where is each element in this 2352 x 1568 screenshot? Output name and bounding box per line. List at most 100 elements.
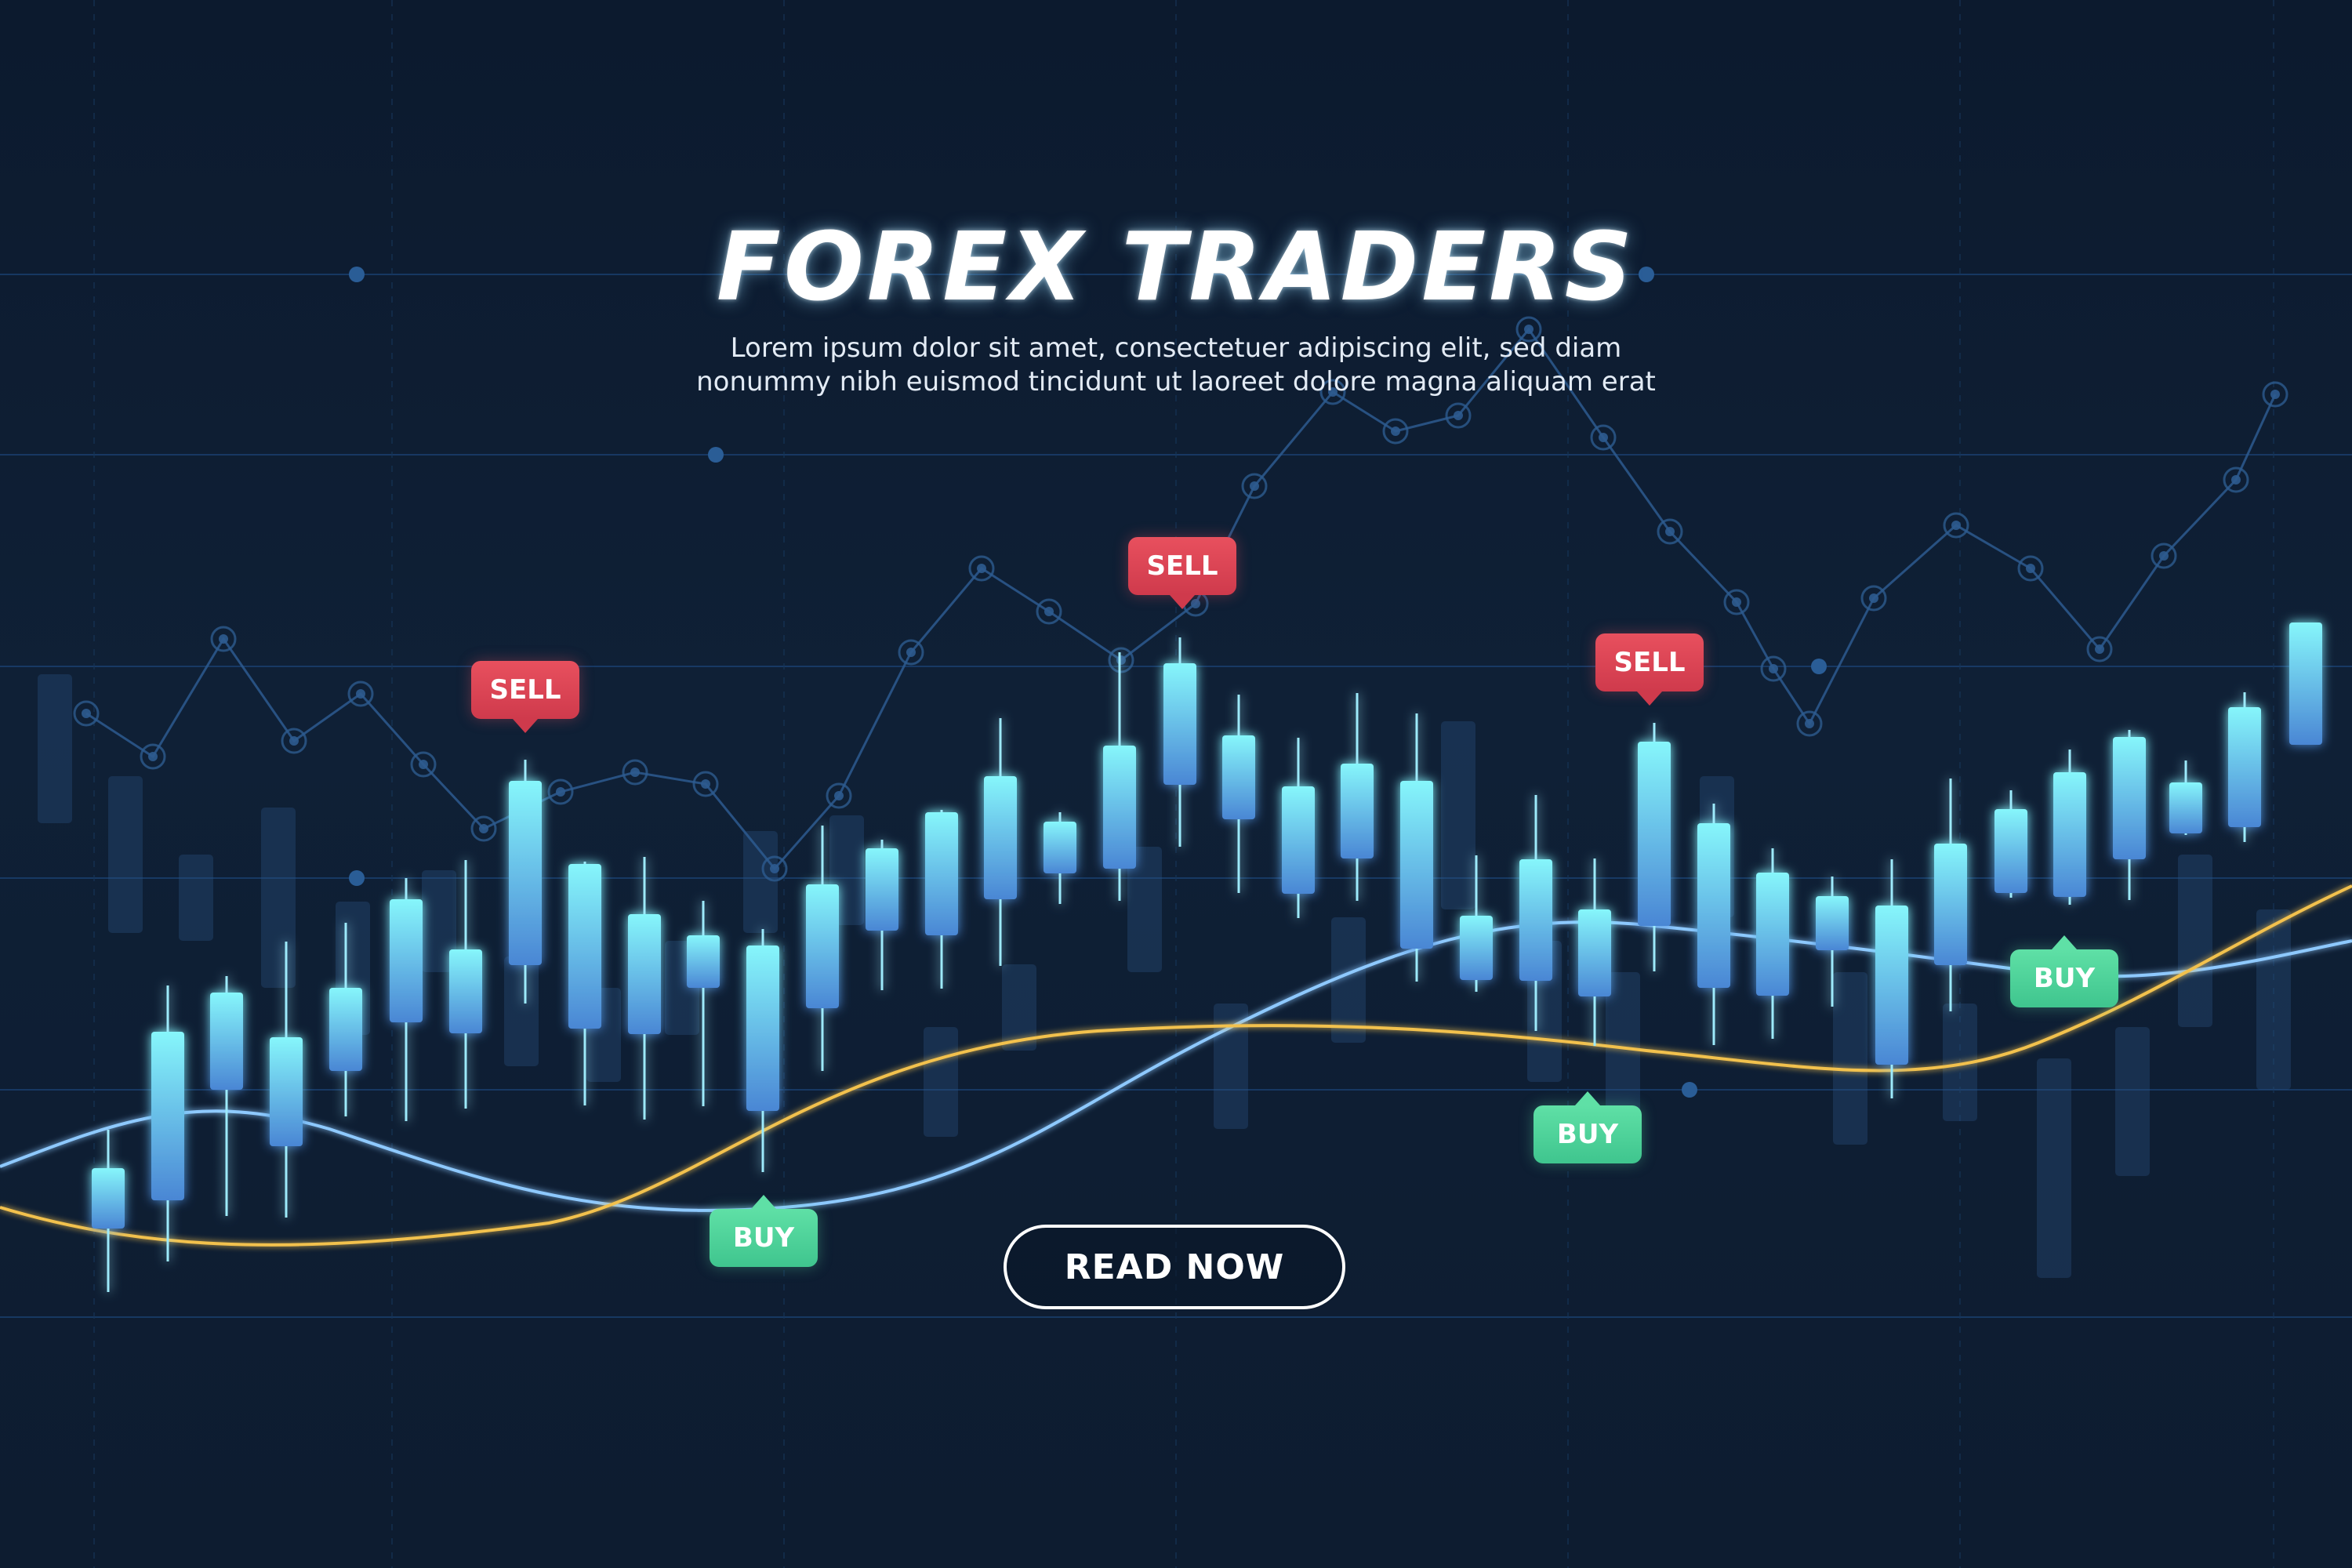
- line-marker-ring: [1515, 316, 1542, 343]
- buy-signal-1: BUY: [710, 1195, 818, 1267]
- candle-body: [449, 949, 482, 1033]
- ghost-candle: [1943, 1004, 1977, 1121]
- gold-trend-curve: [0, 884, 2352, 1247]
- line-marker-dot: [1454, 411, 1463, 420]
- line-marker-ring: [761, 855, 788, 882]
- ghost-candle: [2037, 1058, 2071, 1278]
- candle-body: [1103, 746, 1136, 869]
- buy-signal-3: BUY: [2010, 935, 2118, 1007]
- line-marker-ring: [2262, 381, 2288, 408]
- subtitle-line-2: nonummy nibh euismod tincidunt ut laoree…: [696, 366, 1656, 397]
- line-marker-ring: [2017, 555, 2044, 582]
- line-marker-dot: [1805, 719, 1814, 728]
- line-marker-ring: [1657, 518, 1683, 545]
- line-marker-dot: [630, 768, 640, 777]
- candle-body: [1994, 809, 2027, 893]
- line-marker-dot: [1328, 387, 1338, 397]
- line-marker-ring: [1382, 418, 1409, 445]
- line-marker-dot: [1665, 527, 1675, 536]
- line-marker-dot: [356, 689, 365, 699]
- candle-body: [568, 864, 601, 1029]
- line-marker-dot: [770, 864, 779, 873]
- ghost-candle: [1127, 847, 1162, 972]
- candle-body: [1697, 823, 1730, 988]
- candle-body: [687, 935, 720, 988]
- line-marker-dot: [834, 791, 844, 800]
- grid-node-dot: [349, 267, 365, 282]
- ghost-candle: [504, 956, 539, 1066]
- line-marker-dot: [82, 709, 91, 718]
- candle-body: [2289, 622, 2322, 745]
- line-marker-dot: [1250, 481, 1259, 491]
- line-marker-dot: [1524, 325, 1534, 334]
- line-marker-ring: [1723, 589, 1750, 615]
- line-marker-ring: [470, 815, 497, 842]
- candle-body: [1282, 786, 1315, 894]
- line-marker-dot: [1599, 433, 1608, 442]
- line-marker-ring: [1590, 424, 1617, 451]
- line-marker-dot: [1732, 597, 1741, 607]
- line-marker-dot: [2026, 564, 2035, 573]
- buy-signal-2: BUY: [1534, 1091, 1642, 1163]
- candle-body: [329, 988, 362, 1071]
- candles: [92, 622, 2322, 1292]
- line-marker-dot: [1044, 607, 1054, 616]
- line-marker-ring: [1241, 473, 1268, 499]
- candle-body: [984, 776, 1017, 899]
- candle-body: [390, 899, 423, 1022]
- sell-signal-2: SELL: [1128, 537, 1236, 609]
- line-marker-ring: [692, 771, 719, 797]
- ghost-candle: [2115, 1027, 2150, 1176]
- line-marker-dot: [2095, 644, 2104, 654]
- line-marker-ring: [1319, 379, 1346, 405]
- line-marker-dot: [2159, 551, 2169, 561]
- line-marker-dot: [289, 736, 299, 746]
- buy-signal-label: BUY: [732, 1222, 795, 1254]
- candle-body: [1341, 764, 1374, 858]
- line-marker-dot: [906, 648, 916, 657]
- ghost-candle: [1331, 917, 1366, 1043]
- line-marker-dot: [219, 634, 228, 644]
- line-marker-ring: [2086, 636, 2113, 662]
- read-now-button[interactable]: READ NOW: [1004, 1225, 1345, 1309]
- line-marker-ring: [1445, 402, 1472, 429]
- candle-body: [509, 781, 542, 965]
- ghost-candle: [108, 776, 143, 933]
- sell-signal-label: SELL: [1613, 647, 1686, 678]
- candle-body: [1816, 896, 1849, 950]
- subtitle-line-1: Lorem ipsum dolor sit amet, consectetuer…: [730, 332, 1622, 364]
- line-marker-dot: [556, 787, 565, 797]
- candle-body: [1400, 781, 1433, 949]
- grid-node-dot: [1811, 659, 1827, 674]
- ghost-candle: [1002, 964, 1036, 1051]
- grid-node-dot: [1682, 1082, 1697, 1098]
- candle-body: [1934, 844, 1967, 965]
- candle-body: [1460, 916, 1493, 980]
- candle-body: [2113, 737, 2146, 859]
- line-marker-ring: [826, 782, 852, 809]
- line-marker-ring: [140, 743, 166, 770]
- line-marker-dot: [701, 779, 710, 789]
- line-marker-dot: [2231, 475, 2241, 485]
- line-marker-ring: [622, 759, 648, 786]
- line-marker-dot: [977, 564, 986, 573]
- ghost-candle: [743, 831, 778, 933]
- ghost-candle: [38, 674, 72, 823]
- line-marker-ring: [1796, 710, 1823, 737]
- line-marker-dot: [419, 760, 428, 769]
- ghost-candle: [2256, 909, 2291, 1090]
- line-marker-ring: [968, 555, 995, 582]
- line-marker-dot: [1951, 521, 1961, 530]
- line-marker-ring: [547, 779, 574, 805]
- sell-signal-label: SELL: [489, 674, 561, 706]
- line-marker-ring: [410, 751, 437, 778]
- candle-body: [1519, 859, 1552, 981]
- ghost-candle: [179, 855, 213, 941]
- candle-body: [925, 812, 958, 935]
- line-marker-dot: [1116, 655, 1126, 665]
- line-marker-ring: [2151, 543, 2177, 569]
- sell-signal-1: SELL: [471, 661, 579, 733]
- line-marker-ring: [2223, 466, 2249, 493]
